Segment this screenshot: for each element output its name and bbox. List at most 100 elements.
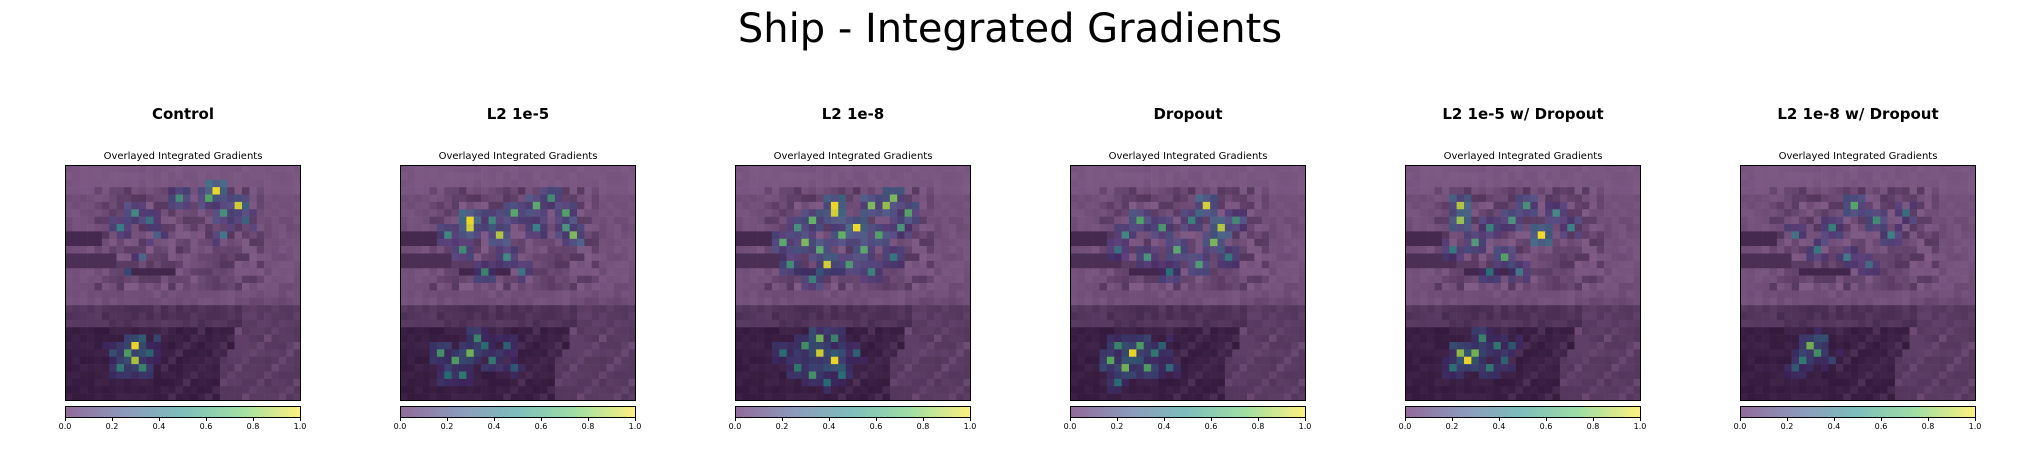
pixel-cell [146,224,154,232]
pixel-cell [875,364,883,372]
pixel-cell [764,253,773,262]
pixel-cell [801,201,810,210]
pixel-cell [771,342,780,350]
pixel-cell [823,209,832,217]
pixel-cell [606,238,615,247]
pixel-cell [109,165,117,173]
pixel-cell [853,275,861,284]
pixel-cell [495,260,504,269]
pixel-cell [160,246,169,254]
pixel-cell [1478,224,1487,232]
pixel-cell [875,194,883,203]
pixel-cell [1434,342,1443,350]
pixel-cell [183,201,191,210]
pixel-cell [153,216,162,225]
pixel-cell [808,246,817,254]
pixel-cell [963,327,971,335]
pixel-cell [286,179,294,188]
pixel-cell [591,319,600,328]
pixel-cell [116,364,125,372]
pixel-cell [1210,253,1218,262]
pixel-cell [1441,260,1450,269]
pixel-cell [481,246,489,254]
pixel-cell [414,334,423,343]
pixel-cell [956,349,964,358]
pixel-cell [875,283,883,291]
pixel-cell [919,319,928,328]
pixel-cell [554,194,563,203]
pixel-cell [1298,378,1306,387]
pixel-cell [562,172,570,181]
pixel-cell [278,194,287,203]
pixel-cell [926,216,935,225]
pixel-cell [532,253,541,262]
pixel-cell [742,201,751,210]
pixel-cell [1633,216,1641,225]
pixel-cell [1077,216,1086,225]
pixel-cell [510,201,519,210]
pixel-cell [271,194,280,203]
pixel-cell [963,260,971,269]
pixel-cell [801,334,810,343]
pixel-cell [621,187,629,195]
pixel-cell [569,216,578,225]
pixel-cell [1537,312,1546,321]
pixel-cell [1633,290,1641,299]
pixel-cell [1180,378,1189,387]
pixel-cell [1070,209,1078,217]
pixel-cell [518,283,526,291]
pixel-cell [1545,260,1553,269]
pixel-cell [569,393,578,401]
pixel-cell [1269,238,1277,247]
pixel-cell [794,364,802,372]
pixel-cell [242,216,250,225]
pixel-cell [1070,319,1078,328]
pixel-cell [786,327,795,335]
pixel-cell [1441,172,1450,181]
pixel-cell [1106,364,1115,372]
pixel-cell [569,386,578,394]
pixel-cell [94,319,103,328]
pixel-cell [1136,327,1145,335]
pixel-cell [429,253,438,262]
pixel-cell [779,378,787,387]
pixel-cell [436,194,445,203]
pixel-cell [109,268,117,276]
pixel-cell [495,209,504,217]
colorbar-tick-label: 1.0 [963,422,977,431]
pixel-cell [823,246,832,254]
pixel-cell [436,356,445,365]
pixel-cell [175,297,184,306]
pixel-cell [138,364,147,372]
pixel-cell [116,290,125,299]
pixel-cell [518,275,526,284]
pixel-cell [1434,172,1443,181]
pixel-cell [1276,386,1285,394]
pixel-cell [963,356,971,365]
pixel-cell [525,290,534,299]
pixel-cell [569,290,578,299]
pixel-cell [1247,172,1255,181]
pixel-cell [1210,209,1218,217]
pixel-cell [234,364,243,372]
pixel-cell [79,216,88,225]
pixel-cell [116,312,125,321]
pixel-cell [264,268,272,276]
pixel-cell [1084,187,1093,195]
pixel-cell [926,305,935,313]
pixel-cell [591,187,600,195]
pixel-cell [101,305,110,313]
pixel-cell [1515,238,1524,247]
pixel-cell [735,201,743,210]
pixel-cell [606,260,615,269]
pixel-cell [591,297,600,306]
pixel-cell [1478,319,1487,328]
pixel-cell [577,179,585,188]
pixel-cell [1195,371,1204,380]
pixel-cell [599,201,607,210]
pixel-cell [1545,319,1553,328]
pixel-cell [1449,319,1457,328]
pixel-cell [219,290,228,299]
pixel-cell [1530,253,1539,262]
pixel-cell [94,165,103,173]
